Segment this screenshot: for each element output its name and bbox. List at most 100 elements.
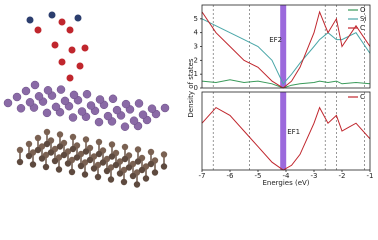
silicon-atom [134, 99, 144, 108]
carbon-atom [69, 145, 77, 153]
carbon-atom [147, 148, 155, 156]
silicon-atom [147, 104, 157, 113]
silicon-atom [121, 99, 131, 109]
y-tick-label: 1 [194, 70, 198, 78]
carbon-atom [55, 166, 63, 173]
molecule-atom [81, 44, 89, 52]
x-tick-label: -5 [255, 172, 262, 180]
x-tick-label: -7 [199, 172, 206, 180]
silicon-atom [56, 85, 66, 94]
carbon-atom [95, 138, 103, 146]
series-line [201, 106, 371, 171]
silicon-atom [108, 94, 118, 104]
carbon-atom [51, 157, 59, 165]
annotation: EF1 [287, 128, 300, 136]
series-line [201, 79, 371, 89]
carbon-atom [29, 161, 37, 168]
carbon-atom [34, 134, 42, 142]
silicon-atom [86, 101, 96, 110]
carbon-atom [125, 164, 133, 171]
carbon-atom [107, 176, 115, 183]
carbon-atom [43, 128, 51, 136]
carbon-atom [129, 172, 137, 180]
silicon-atom [69, 90, 79, 100]
carbon-atom [68, 168, 76, 176]
legend-label: O [360, 6, 366, 14]
carbon-atom [94, 173, 102, 181]
y-tick-label: 5 [194, 15, 198, 23]
carbon-atom [116, 170, 124, 177]
silicon-atom [160, 103, 170, 113]
carbon-atom [99, 159, 107, 166]
illustration [3, 11, 170, 188]
carbon-atom [138, 166, 146, 174]
molecule-atom [68, 46, 76, 54]
carbon-atom [160, 151, 168, 158]
carbon-atom [64, 160, 72, 167]
x-tick-label: -6 [227, 172, 235, 180]
silicon-atom [16, 104, 26, 113]
silicon-atom [129, 116, 139, 125]
carbon-atom [73, 154, 81, 161]
carbon-atom [81, 171, 89, 178]
carbon-atom [133, 181, 141, 188]
carbon-atom [121, 155, 129, 163]
carbon-atom [121, 143, 129, 151]
molecule-atom [51, 41, 59, 49]
carbon-atom [25, 152, 33, 160]
silicon-atom [112, 105, 122, 115]
molecule-atom [48, 11, 56, 19]
silicon-atom [82, 89, 92, 99]
silicon-atom [95, 95, 105, 104]
silicon-atom [120, 122, 130, 131]
carbon-atom [47, 149, 55, 156]
silicon-atom [21, 86, 31, 96]
carbon-atom [16, 146, 24, 154]
silicon-atom [3, 98, 13, 108]
carbon-atom [77, 162, 85, 170]
y-axis-label: Density of states [187, 58, 195, 118]
carbon-atom [25, 140, 33, 148]
silicon-atom [34, 92, 44, 101]
fermi-band [280, 92, 287, 170]
y-tick-label: 2 [194, 56, 198, 64]
carbon-atom [134, 146, 142, 153]
molecule-atom [58, 58, 66, 66]
silicon-atom [138, 110, 148, 119]
carbon-atom [112, 161, 120, 169]
molecule-atom [74, 14, 82, 22]
series-line [201, 10, 371, 89]
carbon-atom [82, 148, 90, 155]
carbon-atom [151, 169, 159, 176]
carbon-atom [90, 165, 98, 172]
carbon-atom [38, 155, 46, 162]
carbon-atom [16, 158, 24, 166]
silicon-atom [103, 111, 113, 121]
silicon-atom [94, 117, 104, 127]
carbon-atom [160, 163, 168, 170]
silicon-atom [30, 80, 40, 90]
x-tick-label: -2 [339, 172, 346, 180]
silicon-atom [25, 98, 35, 107]
carbon-atom [43, 140, 51, 148]
carbon-atom [60, 151, 68, 159]
y-tick-label: 3 [194, 43, 198, 51]
carbon-atom [34, 146, 42, 154]
molecule-atom [76, 62, 84, 70]
carbon-atom [95, 150, 103, 158]
silicon-atom [60, 96, 70, 106]
x-tick-label: -1 [367, 172, 374, 180]
carbon-atom [42, 163, 50, 171]
silicon-atom [43, 86, 53, 95]
silicon-atom [42, 108, 52, 118]
x-tick-label: -4 [283, 172, 291, 180]
carbon-atom [134, 158, 142, 165]
silicon-atom [77, 107, 87, 116]
molecule-atom [66, 26, 74, 34]
molecule-atom [34, 26, 42, 34]
y-tick-label: 0 [194, 84, 198, 92]
molecule-atom [26, 16, 34, 24]
carbon-atom [142, 175, 150, 182]
silicon-atom [51, 102, 61, 112]
